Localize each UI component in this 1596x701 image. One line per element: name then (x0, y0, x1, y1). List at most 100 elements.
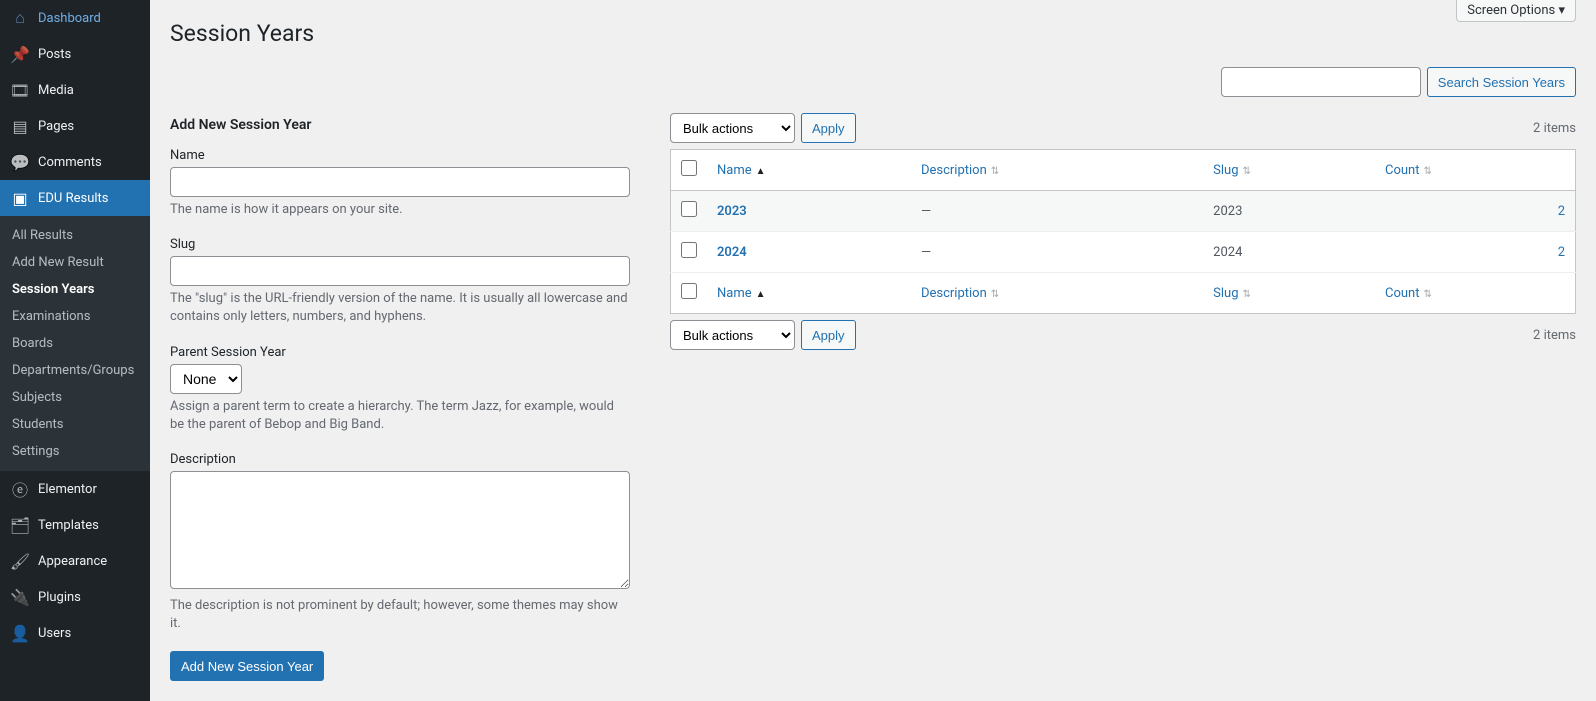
sidebar-item-label: Appearance (38, 554, 107, 569)
sidebar-item-edu-results[interactable]: ▣EDU Results (0, 180, 150, 216)
submenu-item-session-years[interactable]: Session Years (0, 276, 150, 303)
list-column: Bulk actions Apply 2 items Name▲ Descrip… (670, 107, 1576, 681)
page-icon: ▤ (10, 116, 30, 136)
col-count-header[interactable]: Count⇅ (1375, 150, 1576, 191)
table-row: 2023—20232 (671, 191, 1576, 232)
slug-help: The "slug" is the URL-friendly version o… (170, 290, 630, 326)
row-count-link[interactable]: 2 (1558, 204, 1565, 219)
sidebar-item-label: Dashboard (38, 11, 101, 26)
sort-icon: ⇅ (1423, 289, 1431, 300)
row-description: — (911, 191, 1203, 232)
sidebar-item-label: Users (38, 626, 71, 641)
admin-sidebar: ⌂ Dashboard 📌 Posts 🎞Media ▤ Pages 💬 Comments ▣ED… (0, 0, 150, 701)
select-all-top[interactable] (681, 160, 697, 176)
row-checkbox[interactable] (681, 242, 697, 258)
sort-icon: ⇅ (991, 289, 999, 300)
submenu-item-subjects[interactable]: Subjects (0, 384, 150, 411)
parent-field: Parent Session Year None Assign a parent… (170, 345, 630, 434)
submenu-item-add-new-result[interactable]: Add New Result (0, 249, 150, 276)
sidebar-item-plugins[interactable]: 🔌 Plugins (0, 579, 150, 615)
col-name-footer[interactable]: Name▲ (707, 273, 911, 314)
sidebar-item-users[interactable]: 👤 Users (0, 615, 150, 651)
sidebar-item-appearance[interactable]: 🖌 Appearance (0, 543, 150, 579)
submenu-item-boards[interactable]: Boards (0, 330, 150, 357)
user-icon: 👤 (10, 623, 30, 643)
sidebar-item-media[interactable]: 🎞Media (0, 72, 150, 108)
sidebar-item-pages[interactable]: ▤ Pages (0, 108, 150, 144)
col-description-header[interactable]: Description⇅ (911, 150, 1203, 191)
sidebar-item-label: Pages (38, 119, 74, 134)
add-form-column: Add New Session Year Name The name is ho… (170, 107, 630, 681)
bulk-actions-select-bottom[interactable]: Bulk actions (670, 320, 795, 350)
sidebar-item-dashboard[interactable]: ⌂ Dashboard (0, 0, 150, 36)
col-description-footer[interactable]: Description⇅ (911, 273, 1203, 314)
slug-input[interactable] (170, 256, 630, 286)
pin-icon: 📌 (10, 44, 30, 64)
slug-field: Slug The "slug" is the URL-friendly vers… (170, 237, 630, 326)
col-count-footer[interactable]: Count⇅ (1375, 273, 1576, 314)
main-content: Screen Options ▾ Session Years Search Se… (150, 0, 1596, 701)
name-input[interactable] (170, 167, 630, 197)
sidebar-item-label: Plugins (38, 590, 81, 605)
sort-icon: ⇅ (1423, 166, 1431, 177)
search-row: Search Session Years (170, 67, 1576, 97)
submenu-item-students[interactable]: Students (0, 411, 150, 438)
sidebar-item-label: Comments (38, 155, 102, 170)
description-label: Description (170, 452, 630, 467)
parent-label: Parent Session Year (170, 345, 630, 360)
select-all-bottom[interactable] (681, 283, 697, 299)
sidebar-item-comments[interactable]: 💬 Comments (0, 144, 150, 180)
row-count-link[interactable]: 2 (1558, 245, 1565, 260)
comment-icon: 💬 (10, 152, 30, 172)
submenu-item-examinations[interactable]: Examinations (0, 303, 150, 330)
row-slug: 2024 (1203, 232, 1375, 273)
form-title: Add New Session Year (170, 117, 630, 133)
sidebar-submenu: All ResultsAdd New ResultSession YearsEx… (0, 216, 150, 471)
search-button[interactable]: Search Session Years (1427, 67, 1576, 97)
table-row: 2024—20242 (671, 232, 1576, 273)
sidebar-item-label: Templates (38, 518, 99, 533)
submit-button[interactable]: Add New Session Year (170, 651, 324, 681)
sort-asc-icon: ▲ (756, 166, 766, 177)
row-name-link[interactable]: 2023 (717, 204, 747, 219)
col-slug-header[interactable]: Slug⇅ (1203, 150, 1375, 191)
sidebar-item-elementor[interactable]: ⓔ Elementor (0, 471, 150, 507)
submenu-item-departments-groups[interactable]: Departments/Groups (0, 357, 150, 384)
sidebar-item-posts[interactable]: 📌 Posts (0, 36, 150, 72)
sort-asc-icon: ▲ (756, 289, 766, 300)
parent-select[interactable]: None (170, 364, 242, 394)
col-name-header[interactable]: Name▲ (707, 150, 911, 191)
item-count-top: 2 items (1533, 121, 1576, 136)
name-help: The name is how it appears on your site. (170, 201, 630, 219)
submenu-item-settings[interactable]: Settings (0, 438, 150, 465)
elementor-icon: ⓔ (10, 479, 30, 499)
search-input[interactable] (1221, 67, 1421, 97)
appearance-icon: 🖌 (10, 551, 30, 571)
plugin-icon: 🔌 (10, 587, 30, 607)
row-description: — (911, 232, 1203, 273)
session-years-table: Name▲ Description⇅ Slug⇅ Count⇅ 2023—202… (670, 149, 1576, 314)
sidebar-item-label: Posts (38, 47, 71, 62)
apply-button-top[interactable]: Apply (801, 113, 856, 143)
results-icon: ▣ (10, 188, 30, 208)
tablenav-bottom: Bulk actions Apply 2 items (670, 320, 1576, 350)
screen-options-label: Screen Options (1467, 3, 1555, 18)
bulk-actions-select-top[interactable]: Bulk actions (670, 113, 795, 143)
sidebar-item-label: Elementor (38, 482, 97, 497)
col-slug-footer[interactable]: Slug⇅ (1203, 273, 1375, 314)
sidebar-item-label: Media (38, 83, 74, 98)
submenu-item-all-results[interactable]: All Results (0, 222, 150, 249)
parent-help: Assign a parent term to create a hierarc… (170, 398, 630, 434)
sidebar-item-templates[interactable]: 🗂 Templates (0, 507, 150, 543)
row-name-link[interactable]: 2024 (717, 245, 747, 260)
description-help: The description is not prominent by defa… (170, 597, 630, 633)
apply-button-bottom[interactable]: Apply (801, 320, 856, 350)
screen-options-toggle[interactable]: Screen Options ▾ (1456, 0, 1576, 22)
tablenav-top: Bulk actions Apply 2 items (670, 113, 1576, 143)
description-textarea[interactable] (170, 471, 630, 589)
name-label: Name (170, 148, 630, 163)
dashboard-icon: ⌂ (10, 8, 30, 28)
row-checkbox[interactable] (681, 201, 697, 217)
name-field: Name The name is how it appears on your … (170, 148, 630, 219)
templates-icon: 🗂 (10, 515, 30, 535)
